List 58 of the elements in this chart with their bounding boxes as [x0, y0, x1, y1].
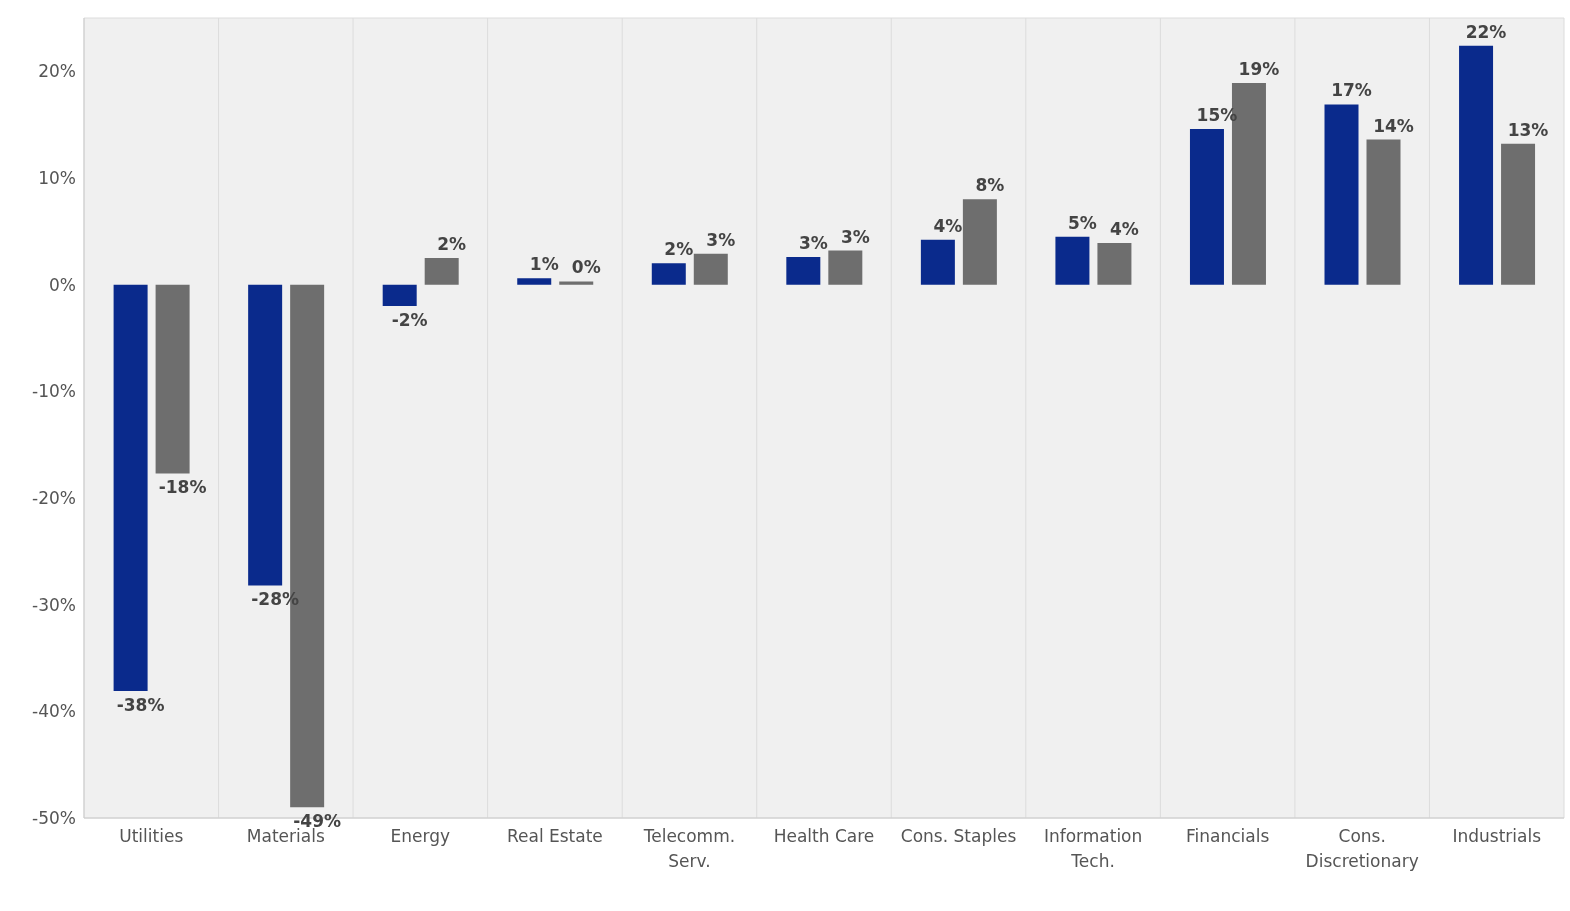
bar [155, 284, 190, 474]
y-tick-label: -50% [32, 808, 76, 829]
data-label: 2% [664, 239, 694, 260]
bar [559, 281, 594, 285]
y-tick-label: -20% [32, 488, 76, 509]
data-label: 14% [1373, 115, 1414, 136]
bar [1324, 104, 1359, 285]
bar [113, 284, 148, 692]
bar [1189, 128, 1224, 285]
bar [786, 256, 821, 285]
y-tick-label: -30% [32, 594, 76, 615]
data-label: 5% [1067, 212, 1097, 233]
bar [962, 199, 997, 285]
x-tick-label: Materials [246, 826, 325, 846]
x-tick-label: Industrials [1452, 826, 1542, 846]
data-label: 22% [1465, 21, 1507, 42]
bar [693, 253, 728, 285]
data-label: 13% [1507, 119, 1549, 140]
data-label: 4% [933, 215, 963, 236]
data-label: -18% [158, 477, 207, 498]
bar [1501, 143, 1536, 285]
data-label: 3% [798, 232, 828, 253]
data-label: 3% [840, 226, 870, 247]
x-tick-label: Cons. Staples [900, 826, 1017, 846]
data-label: -2% [391, 310, 428, 330]
data-label: 4% [1109, 219, 1139, 240]
x-tick-label: Real Estate [506, 826, 603, 846]
y-tick-label: 0% [49, 274, 76, 295]
data-label: 3% [706, 229, 736, 250]
bar [1097, 243, 1132, 285]
bar [248, 284, 283, 586]
y-tick-label: 10% [38, 168, 76, 189]
x-tick-label: Cons. Discretionary [1305, 826, 1419, 871]
x-tick-label: Financials [1185, 826, 1270, 846]
x-tick-label: Health Care [773, 826, 875, 846]
bar [1366, 139, 1401, 285]
data-label: -38% [116, 695, 165, 716]
bar [424, 258, 459, 285]
x-tick-label: Information Tech. [1043, 826, 1143, 871]
bar [517, 278, 552, 285]
data-label: 8% [975, 175, 1005, 196]
data-label: 19% [1238, 59, 1280, 80]
data-label: 2% [437, 234, 467, 254]
data-label: 0% [571, 257, 601, 278]
y-tick-label: -10% [32, 381, 76, 402]
bar [1459, 45, 1494, 285]
bar [651, 263, 686, 285]
data-label: 1% [529, 254, 559, 275]
x-tick-label: Energy [390, 826, 451, 846]
bar [1055, 236, 1090, 285]
x-tick-label: Telecomm. Serv. [642, 826, 736, 871]
y-tick-label: 20% [38, 61, 76, 82]
bar [920, 239, 955, 285]
x-tick-label: Utilities [119, 826, 184, 846]
data-label: 17% [1331, 80, 1372, 101]
y-tick-label: -40% [32, 701, 76, 722]
bar [382, 284, 417, 306]
bar [828, 250, 863, 285]
